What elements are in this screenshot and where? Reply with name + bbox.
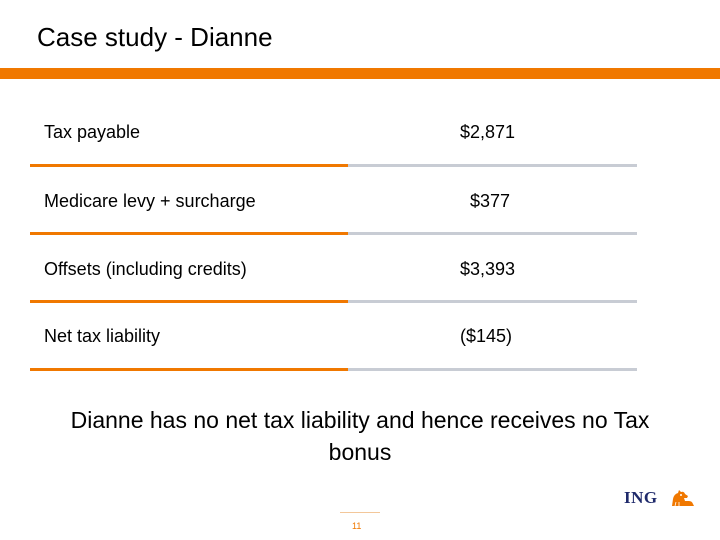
row-label: Offsets (including credits): [44, 259, 247, 279]
row-divider-orange: [30, 368, 348, 371]
row-divider-orange: [30, 164, 348, 167]
table-row-medicare-levy: Medicare levy + surcharge $377: [30, 172, 637, 239]
conclusion-text: Dianne has no net tax liability and henc…: [70, 407, 650, 465]
row-value: ($145): [460, 326, 513, 346]
ing-logo: ING: [624, 487, 696, 509]
slide-title: Case study - Dianne: [37, 22, 273, 52]
row-label: Medicare levy + surcharge: [44, 191, 256, 211]
row-value: $2,871: [460, 122, 516, 142]
ing-lion-logo-icon: [672, 490, 694, 507]
table-row-offsets: Offsets (including credits) $3,393: [30, 240, 637, 307]
row-value: $377: [470, 191, 511, 211]
row-divider-grey: [348, 300, 637, 303]
row-divider-orange: [30, 300, 348, 303]
row-divider-grey: [348, 164, 637, 167]
title-accent-bar: [0, 68, 720, 79]
logo-text: ING: [624, 488, 658, 507]
page-number: 11: [352, 521, 362, 531]
row-divider-grey: [348, 368, 637, 371]
table-row-net-tax-liability: Net tax liability ($145): [30, 308, 637, 375]
row-label: Tax payable: [44, 122, 141, 142]
row-label: Net tax liability: [44, 326, 161, 346]
row-divider-orange: [30, 232, 348, 235]
row-value: $3,393: [460, 259, 516, 279]
row-divider-grey: [348, 232, 637, 235]
footer-divider: [340, 512, 380, 513]
table-row-tax-payable: Tax payable $2,871: [30, 104, 637, 171]
